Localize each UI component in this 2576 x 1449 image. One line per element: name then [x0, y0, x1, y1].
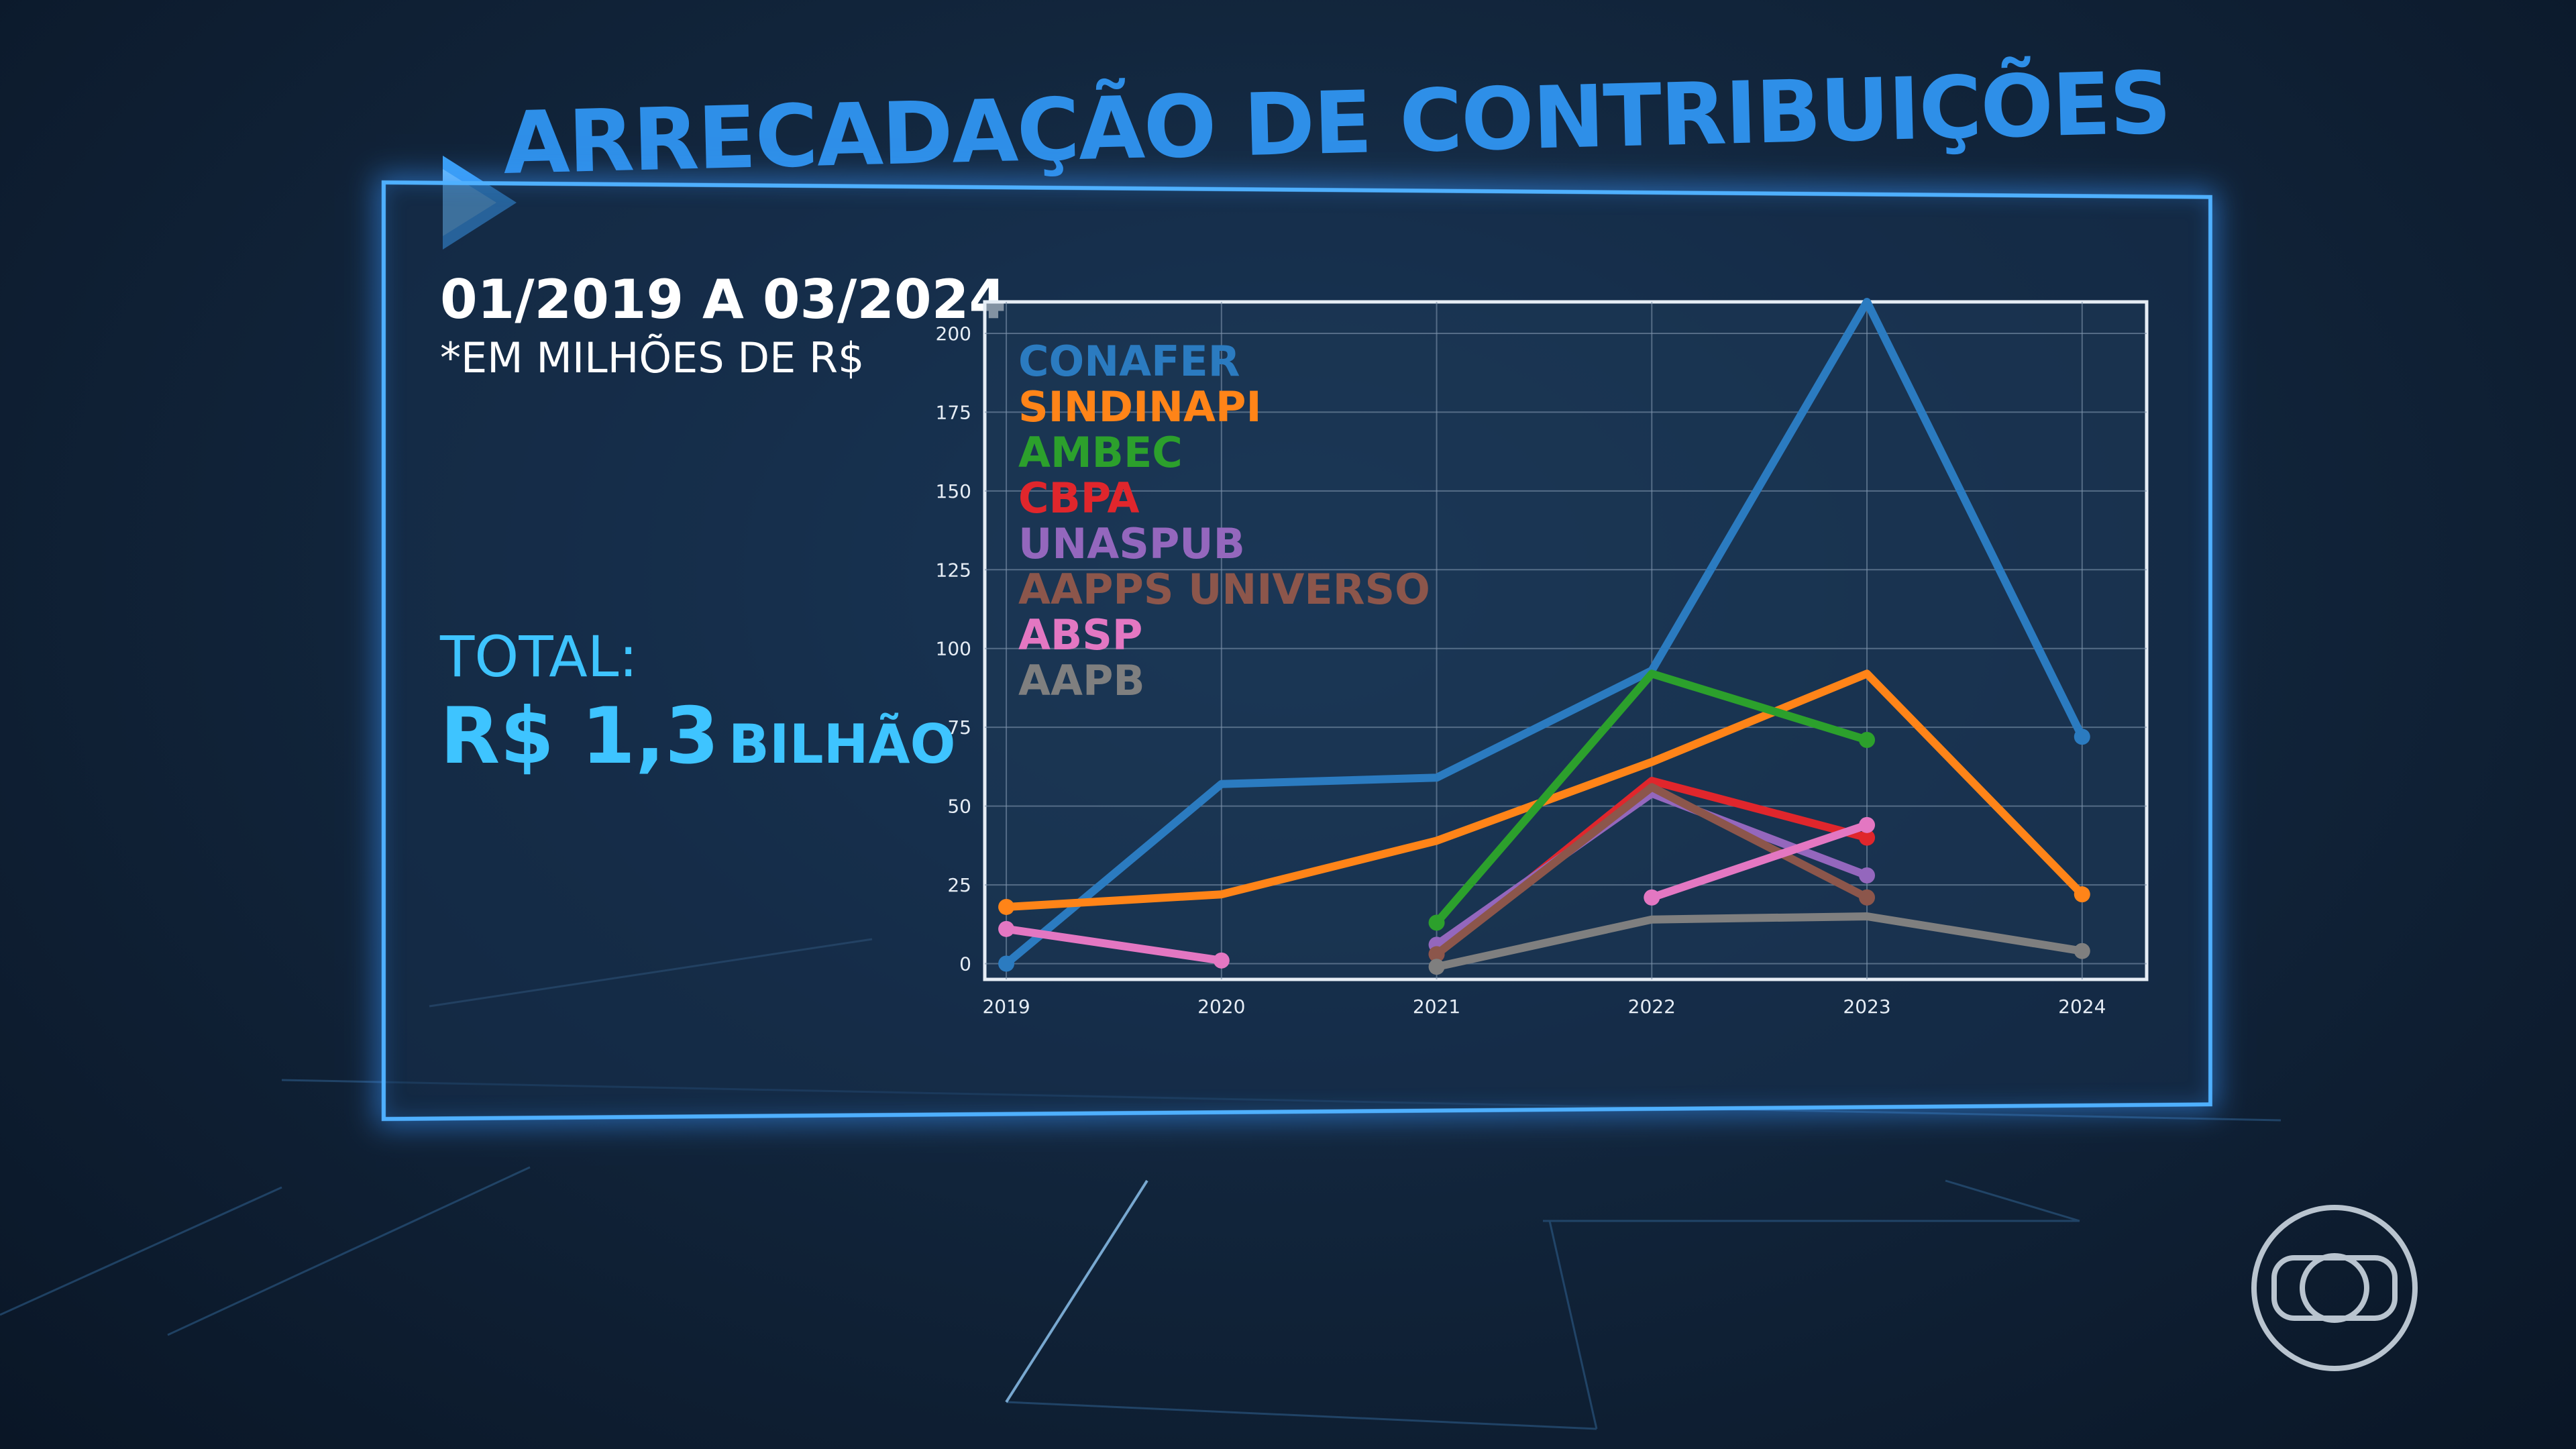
series-point-absp: [1859, 817, 1875, 833]
series-point-conafer: [998, 956, 1014, 972]
legend-entry: AMBEC: [1018, 428, 1183, 477]
x-tick-label: 2021: [1413, 996, 1460, 1018]
series-point-aapps-universo: [1859, 890, 1875, 906]
total-unit: BILHÃO: [729, 713, 956, 775]
series-point-absp: [1214, 953, 1230, 969]
series-point-sindinapi: [2074, 886, 2090, 902]
series-point-absp: [1644, 890, 1660, 906]
y-tick-label: 150: [936, 480, 971, 502]
x-tick-label: 2024: [2058, 996, 2106, 1018]
period-info: 01/2019 A 03/2024 *EM MILHÕES DE R$: [440, 268, 963, 382]
units-note: *EM MILHÕES DE R$: [440, 333, 963, 382]
y-tick-label: 25: [947, 874, 971, 896]
series-point-aapb: [2074, 943, 2090, 959]
line-chart: 0 25 50 75 100 125 150 175 200 2019 2020 2021 2022 20…: [926, 275, 2187, 1026]
x-tick-label: 2019: [982, 996, 1030, 1018]
series-point-conafer: [2074, 729, 2090, 745]
legend-entry: SINDINAPI: [1018, 382, 1262, 431]
y-tick-label: 100: [936, 638, 971, 660]
x-tick-label: 2020: [1197, 996, 1245, 1018]
y-tick-label: 75: [947, 716, 971, 739]
series-point-ambec: [1429, 914, 1445, 930]
series-point-ambec: [1859, 732, 1875, 748]
x-tick-label: 2022: [1628, 996, 1676, 1018]
series-point-sindinapi: [998, 899, 1014, 915]
total-value: R$ 1,3 BILHÃO: [440, 691, 956, 782]
period-label: 01/2019 A 03/2024: [440, 268, 963, 331]
legend-entry: CBPA: [1018, 474, 1140, 523]
y-tick-label: 200: [936, 323, 971, 345]
y-tick-label: 50: [947, 796, 971, 818]
y-tick-label: 0: [959, 953, 971, 975]
legend-entry: AAPPS UNIVERSO: [1018, 565, 1430, 614]
legend-entry: ABSP: [1018, 610, 1142, 659]
legend-entry: AAPB: [1018, 656, 1145, 705]
series-point-aapb: [1429, 959, 1445, 975]
series-point-absp: [998, 921, 1014, 937]
series-point-unaspub: [1859, 867, 1875, 883]
total-amount: R$ 1,3: [440, 691, 719, 782]
globo-logo-icon: [2247, 1201, 2422, 1375]
y-tick-label: 175: [936, 401, 971, 423]
total-label: TOTAL:: [440, 624, 638, 690]
x-tick-label: 2023: [1843, 996, 1890, 1018]
legend-entry: UNASPUB: [1018, 519, 1245, 568]
y-tick-label: 125: [936, 559, 971, 581]
legend-entry: CONAFER: [1018, 337, 1240, 386]
